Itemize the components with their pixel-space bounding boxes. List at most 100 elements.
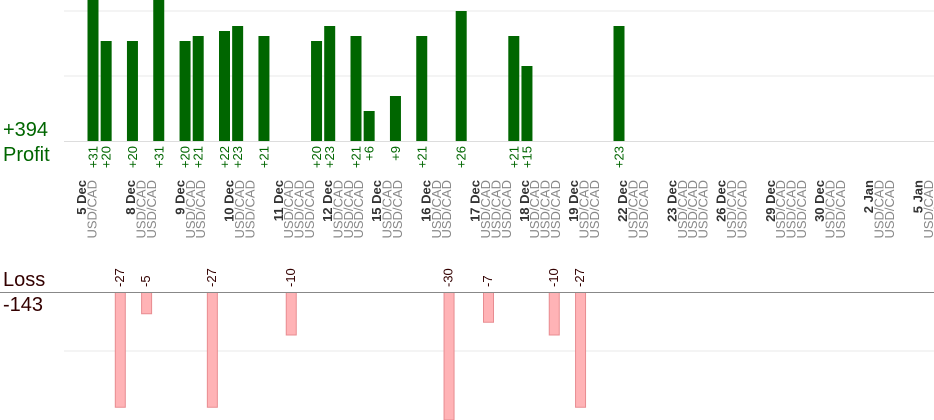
pair-label: USD/CAD [548,180,563,239]
pair-label: USD/CAD [330,180,345,239]
profit-total: +394 [3,119,49,141]
profit-label: Profit [3,144,50,166]
profit-bar [363,111,375,141]
pair-label: USD/CAD [734,180,749,239]
profit-bar [126,41,138,141]
profit-value-label: +21 [414,146,429,168]
pair-label: USD/CAD [292,180,307,239]
profit-bar [219,31,230,141]
loss-value-label: -10 [546,268,561,287]
axis-layer [0,141,934,293]
pair-label: USD/CAD [794,180,809,239]
pair-label: USD/CAD [242,180,257,239]
pair-label: USD/CAD [773,180,788,239]
loss-bar [141,292,153,315]
date-label: 18 Dec [517,180,532,222]
profit-bar [508,36,520,141]
date-label: 29 Dec [763,180,778,222]
profit-value-label: +31 [151,146,166,168]
pair-label: USD/CAD [341,180,356,239]
date-label: 22 Dec [615,180,630,222]
pair-label: USD/CAD [380,180,395,239]
loss-bar [206,292,218,408]
profit-value-label: +31 [86,146,101,168]
profit-bar [521,66,533,141]
pair-label: USD/CAD [232,180,247,239]
profit-value-label: +23 [612,146,627,168]
profit-value-label: +20 [309,146,324,168]
profit-bar [324,26,336,141]
pair-label: USD/CAD [527,180,542,239]
date-label: 10 Dec [222,180,237,222]
profit-value-label: +6 [362,146,377,161]
pair-label: USD/CAD [538,180,553,239]
profit-bar [389,96,401,141]
profit-bar [87,0,99,141]
pair-label: USD/CAD [84,180,99,239]
date-label: 30 Dec [812,180,827,222]
pair-label: USD/CAD [636,180,651,239]
date-label: 15 Dec [369,180,384,222]
loss-total: -143 [3,294,44,316]
loss-bar [443,292,455,420]
date-label: 11 Dec [271,180,286,221]
profit-value-label: +21 [256,146,271,168]
profit-value-label: +21 [506,146,521,168]
profit-bar [258,36,270,141]
loss-bar [483,292,494,323]
loss-label: Loss [3,269,46,291]
pair-label: USD/CAD [390,180,405,239]
profit-value-label: +15 [519,146,534,168]
pair-label: USD/CAD [576,180,591,239]
loss-bar [285,292,297,336]
pair-label: USD/CAD [478,180,493,239]
pair-label: USD/CAD [685,180,700,239]
pair-label: USD/CAD [439,180,454,239]
profit-value-label: +20 [178,146,193,168]
date-label: 12 Dec [320,180,335,222]
pair-label: USD/CAD [626,180,641,239]
profit-value-label: +21 [349,146,364,168]
pair-label: USD/CAD [134,180,149,239]
pair-label: USD/CAD [488,180,503,239]
profit-bar [179,41,191,141]
pair-label: USD/CAD [587,180,602,239]
profit-bar [416,36,428,141]
pair-label: USD/CAD [193,180,208,239]
pair-label: USD/CAD [675,180,690,239]
date-label: 23 Dec [664,180,679,222]
profit-bar [311,41,323,141]
bars-layer [87,0,625,420]
pair-label: USD/CAD [696,180,711,239]
pair-label: USD/CAD [724,180,739,239]
loss-value-label: -27 [112,268,127,287]
profit-bar [350,36,362,141]
pair-label: USD/CAD [499,180,514,239]
profit-value-label: +20 [125,146,140,168]
profit-bar [613,26,625,141]
loss-bar [575,292,587,408]
profit-bar [232,26,244,141]
pair-label: USD/CAD [351,180,366,239]
pair-label: USD/CAD [302,180,317,239]
loss-value-label: -7 [480,275,495,287]
pair-label: USD/CAD [872,180,887,239]
pair-label: USD/CAD [784,180,799,239]
pair-label: USD/CAD [882,180,897,239]
date-label: 9 Dec [172,180,187,215]
profit-value-label: +22 [217,146,232,168]
profit-value-label: +20 [99,146,114,168]
date-label: 17 Dec [468,180,483,222]
profit-value-label: +23 [230,146,245,168]
date-label: 19 Dec [566,180,581,222]
profit-value-label: +26 [454,146,469,168]
pair-label: USD/CAD [183,180,198,239]
pair-label: USD/CAD [921,180,934,239]
date-label: 16 Dec [418,180,433,222]
profit-bar [455,11,467,141]
profit-bar [100,41,112,141]
loss-value-label: -27 [572,268,587,287]
pair-label: USD/CAD [822,180,837,239]
profit-bar [192,36,204,141]
